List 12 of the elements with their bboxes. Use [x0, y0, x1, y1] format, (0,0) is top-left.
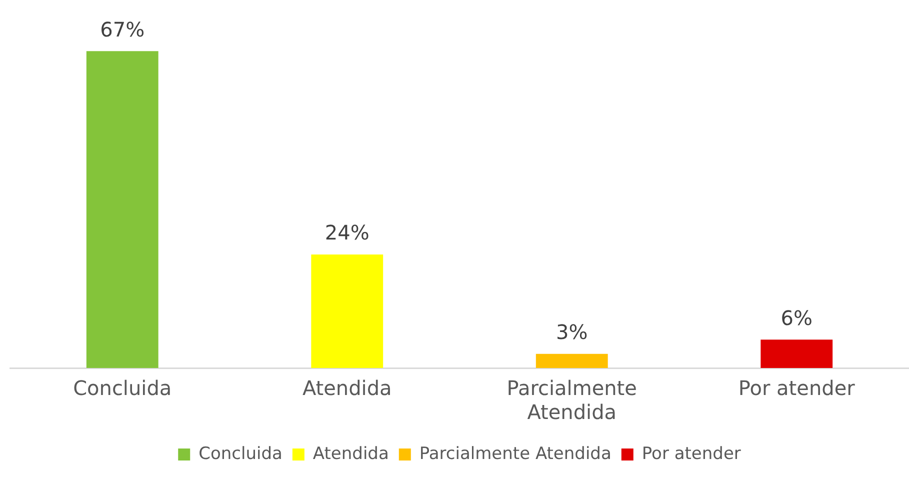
data-label: 6% [780, 306, 812, 330]
legend-label: Concluida [198, 444, 282, 464]
legend-label: Parcialmente Atendida [419, 444, 612, 464]
data-label: 67% [100, 17, 145, 42]
x-tick-label: Atendida [302, 376, 392, 400]
legend-label: Atendida [312, 444, 389, 464]
data-label: 3% [556, 320, 588, 344]
x-tick-label: Parcialmente Atendida [506, 376, 637, 424]
legend-label: Por atender [642, 444, 741, 464]
x-tick-label: Concluida [73, 376, 172, 400]
data-label: 24% [324, 220, 370, 245]
x-tick-label: Por atender [738, 376, 856, 400]
